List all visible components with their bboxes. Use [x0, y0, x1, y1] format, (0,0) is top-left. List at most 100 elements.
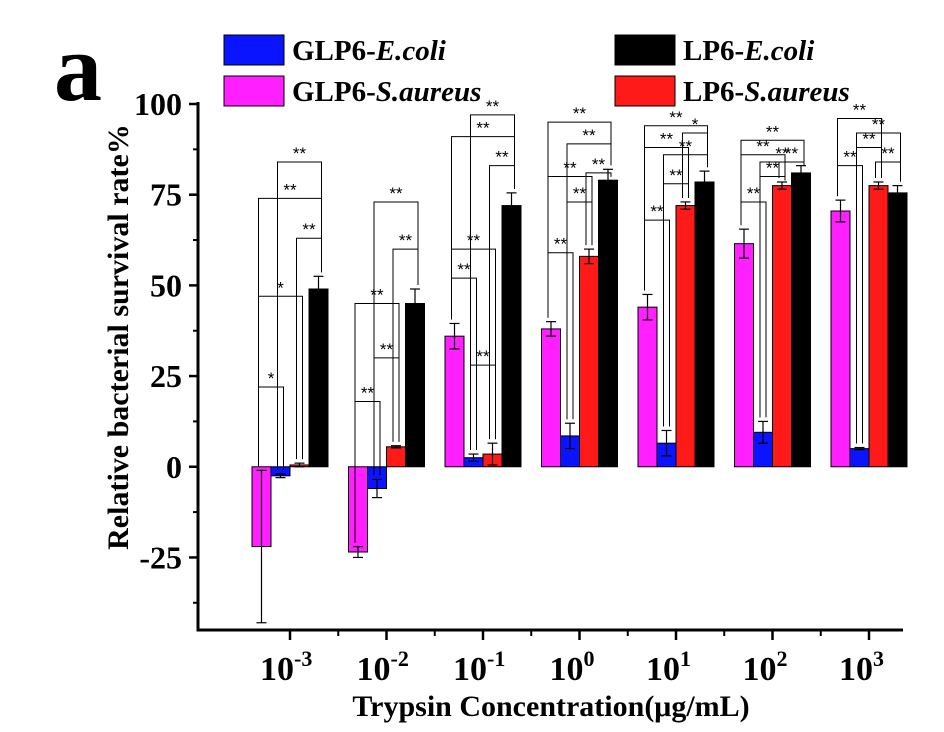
x-tick-base: 10 — [839, 651, 873, 688]
legend-swatch — [614, 75, 676, 107]
error-bar — [487, 442, 498, 466]
legend-label-species: S.aureus — [744, 76, 850, 108]
bracket-line — [277, 161, 322, 471]
error-bar — [661, 429, 672, 457]
significance-label: * — [692, 115, 699, 134]
error-bar — [584, 248, 594, 265]
bar — [887, 192, 908, 468]
significance-label: ** — [881, 144, 895, 163]
x-tick-label: 103 — [839, 646, 884, 688]
error-bars-group — [256, 165, 903, 624]
bracket-line — [740, 139, 805, 226]
y-tick-label: -25 — [139, 539, 182, 575]
bar — [675, 205, 696, 468]
significance-label: ** — [476, 347, 490, 366]
significance-label: ** — [370, 286, 384, 305]
legend-item: LP6-E.coli — [614, 34, 814, 67]
bracket-line — [682, 132, 708, 198]
bracket-line — [258, 386, 284, 471]
bar — [694, 181, 715, 468]
error-bar — [506, 192, 517, 219]
legend-label-species: E.coli — [743, 35, 814, 67]
y-axis-title: Relative bacterial survival rate% — [102, 124, 135, 550]
error-bar — [835, 199, 846, 223]
bar — [579, 255, 599, 468]
bracket-line — [470, 364, 496, 451]
significance-label: ** — [283, 180, 297, 199]
significance-bracket: ** — [373, 184, 419, 476]
error-bar — [391, 445, 401, 449]
legend-swatch — [223, 75, 285, 107]
bracket-line — [296, 237, 322, 460]
bar — [541, 328, 561, 468]
significance-label: ** — [843, 148, 857, 167]
legend-label: LP6-S.aureus — [683, 76, 850, 108]
legend-swatch — [223, 34, 285, 66]
error-bar — [275, 473, 286, 479]
significance-label: ** — [592, 155, 606, 174]
significance-bracket: ** — [778, 144, 805, 178]
bracket-line — [566, 143, 612, 420]
legend-label: LP6-E.coli — [683, 35, 814, 67]
error-bar — [294, 462, 305, 468]
significance-label: ** — [766, 159, 780, 178]
bar — [791, 172, 811, 468]
significance-label: * — [277, 278, 284, 297]
bar — [868, 185, 889, 468]
error-bar — [680, 201, 691, 210]
significance-label: ** — [467, 231, 481, 250]
x-tick-exponent: 3 — [873, 646, 884, 671]
legend-label-prefix: GLP6- — [292, 35, 376, 67]
error-bar — [892, 185, 903, 201]
significance-label: ** — [380, 340, 394, 359]
bracket-line — [258, 295, 303, 467]
y-tick-label: 0 — [166, 449, 182, 485]
significance-label: ** — [399, 231, 413, 250]
significance-label: ** — [669, 108, 683, 127]
x-tick-base: 10 — [550, 651, 584, 688]
bar — [772, 185, 792, 468]
significance-bracket: * — [258, 278, 303, 467]
x-tick-exponent: 2 — [777, 646, 788, 671]
significance-label: ** — [650, 202, 664, 221]
legend-label-species: S.aureus — [376, 76, 482, 108]
legend-label: GLP6-S.aureus — [292, 76, 481, 108]
x-tick-exponent: -3 — [294, 646, 312, 671]
bar — [405, 303, 425, 468]
significance-label: ** — [862, 130, 876, 149]
significance-label: ** — [457, 260, 471, 279]
bracket-line — [470, 114, 515, 451]
bracket-line — [373, 201, 419, 476]
x-tick-label: 10-3 — [260, 646, 312, 688]
error-bar — [449, 322, 460, 350]
significance-label: ** — [573, 104, 587, 123]
error-bar — [372, 478, 382, 499]
significance-label: ** — [872, 115, 886, 134]
error-bar — [854, 446, 865, 451]
axes-group — [196, 102, 903, 632]
significance-label: ** — [476, 119, 490, 138]
legend-label-species: E.coli — [375, 35, 446, 67]
x-tick-exponent: 0 — [584, 646, 595, 671]
error-bar — [758, 420, 768, 444]
error-bar — [739, 228, 749, 259]
legend-swatch — [614, 34, 676, 66]
significance-label: ** — [389, 184, 403, 203]
significance-label: ** — [573, 184, 587, 203]
significance-label: ** — [486, 97, 500, 116]
x-tick-base: 10 — [357, 651, 391, 688]
bar — [734, 243, 754, 468]
significance-bracket: ** — [470, 347, 496, 451]
error-bar — [256, 469, 267, 624]
error-bar — [873, 181, 884, 190]
x-ticks-group: 10-3 10-2 10-1 100 101 102 103 — [260, 630, 884, 688]
bracket-line — [585, 172, 612, 246]
bracket-line — [875, 161, 901, 182]
bars-group — [251, 172, 908, 553]
y-tick-label: 100 — [134, 86, 182, 122]
bar — [849, 448, 870, 468]
error-bar — [546, 321, 556, 337]
significance-bracket: ** — [585, 155, 612, 246]
x-tick-base: 10 — [646, 651, 680, 688]
